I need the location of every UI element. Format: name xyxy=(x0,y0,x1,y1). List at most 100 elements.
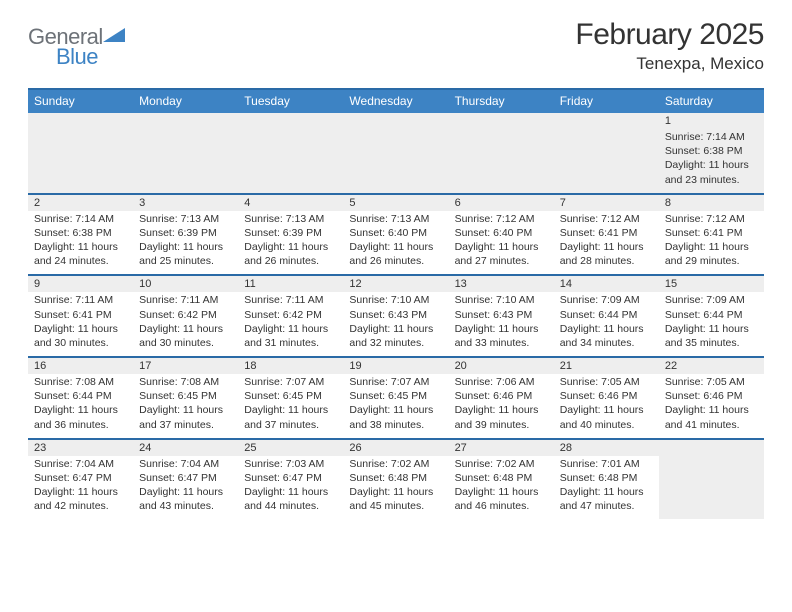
day-detail: Sunrise: 7:14 AMSunset: 6:38 PMDaylight:… xyxy=(28,211,133,275)
sunrise-text: Sunrise: 7:02 AM xyxy=(349,457,442,471)
day-detail: Sunrise: 7:02 AMSunset: 6:48 PMDaylight:… xyxy=(449,456,554,520)
day-detail xyxy=(28,129,133,193)
weekday-sunday: Sunday xyxy=(28,90,133,113)
daylight-text-1: Daylight: 11 hours xyxy=(244,240,337,254)
header-row: General Blue February 2025 Tenexpa, Mexi… xyxy=(28,18,764,76)
day-number: 8 xyxy=(659,195,764,211)
day-detail: Sunrise: 7:10 AMSunset: 6:43 PMDaylight:… xyxy=(449,292,554,356)
day-detail: Sunrise: 7:14 AMSunset: 6:38 PMDaylight:… xyxy=(659,129,764,193)
day-detail: Sunrise: 7:11 AMSunset: 6:42 PMDaylight:… xyxy=(238,292,343,356)
daylight-text-1: Daylight: 11 hours xyxy=(560,403,653,417)
daylight-text-2: and 41 minutes. xyxy=(665,418,758,432)
sunset-text: Sunset: 6:45 PM xyxy=(349,389,442,403)
title-block: February 2025 Tenexpa, Mexico xyxy=(575,18,764,74)
day-number: 10 xyxy=(133,276,238,292)
sunrise-text: Sunrise: 7:13 AM xyxy=(349,212,442,226)
sunset-text: Sunset: 6:41 PM xyxy=(560,226,653,240)
day-number: 5 xyxy=(343,195,448,211)
sunset-text: Sunset: 6:45 PM xyxy=(139,389,232,403)
daylight-text-2: and 23 minutes. xyxy=(665,173,758,187)
daylight-text-1: Daylight: 11 hours xyxy=(665,240,758,254)
daylight-text-2: and 24 minutes. xyxy=(34,254,127,268)
sunrise-text: Sunrise: 7:05 AM xyxy=(665,375,758,389)
logo-triangle-icon xyxy=(103,26,125,44)
sunrise-text: Sunrise: 7:08 AM xyxy=(139,375,232,389)
sunset-text: Sunset: 6:44 PM xyxy=(34,389,127,403)
day-detail: Sunrise: 7:10 AMSunset: 6:43 PMDaylight:… xyxy=(343,292,448,356)
daylight-text-1: Daylight: 11 hours xyxy=(139,322,232,336)
sunset-text: Sunset: 6:46 PM xyxy=(560,389,653,403)
daylight-text-1: Daylight: 11 hours xyxy=(139,240,232,254)
sunrise-text: Sunrise: 7:09 AM xyxy=(560,293,653,307)
sunset-text: Sunset: 6:48 PM xyxy=(349,471,442,485)
sunrise-text: Sunrise: 7:11 AM xyxy=(139,293,232,307)
sunrise-text: Sunrise: 7:01 AM xyxy=(560,457,653,471)
day-detail: Sunrise: 7:13 AMSunset: 6:40 PMDaylight:… xyxy=(343,211,448,275)
day-number: 15 xyxy=(659,276,764,292)
daylight-text-1: Daylight: 11 hours xyxy=(665,322,758,336)
day-detail: Sunrise: 7:09 AMSunset: 6:44 PMDaylight:… xyxy=(554,292,659,356)
sunrise-text: Sunrise: 7:13 AM xyxy=(139,212,232,226)
day-number: 27 xyxy=(449,440,554,456)
sunrise-text: Sunrise: 7:11 AM xyxy=(244,293,337,307)
sunrise-text: Sunrise: 7:12 AM xyxy=(455,212,548,226)
day-detail: Sunrise: 7:13 AMSunset: 6:39 PMDaylight:… xyxy=(238,211,343,275)
calendar-body: 1 Sunrise: 7:14 AMSunset: 6:38 PMDayligh… xyxy=(28,113,764,519)
day-number: 24 xyxy=(133,440,238,456)
daylight-text-2: and 37 minutes. xyxy=(244,418,337,432)
day-number: 2 xyxy=(28,195,133,211)
day-detail: Sunrise: 7:05 AMSunset: 6:46 PMDaylight:… xyxy=(659,374,764,438)
sunset-text: Sunset: 6:44 PM xyxy=(560,308,653,322)
sunset-text: Sunset: 6:38 PM xyxy=(665,144,758,158)
sunset-text: Sunset: 6:43 PM xyxy=(455,308,548,322)
weekday-saturday: Saturday xyxy=(659,90,764,113)
daylight-text-1: Daylight: 11 hours xyxy=(349,485,442,499)
day-number: 9 xyxy=(28,276,133,292)
daylight-text-2: and 32 minutes. xyxy=(349,336,442,350)
day-detail: Sunrise: 7:04 AMSunset: 6:47 PMDaylight:… xyxy=(28,456,133,520)
daylight-text-1: Daylight: 11 hours xyxy=(349,322,442,336)
daylight-text-2: and 36 minutes. xyxy=(34,418,127,432)
day-detail xyxy=(343,129,448,193)
day-detail: Sunrise: 7:07 AMSunset: 6:45 PMDaylight:… xyxy=(238,374,343,438)
daylight-text-2: and 27 minutes. xyxy=(455,254,548,268)
daylight-text-2: and 30 minutes. xyxy=(139,336,232,350)
day-number xyxy=(659,440,764,456)
sunset-text: Sunset: 6:38 PM xyxy=(34,226,127,240)
sunset-text: Sunset: 6:48 PM xyxy=(560,471,653,485)
day-number: 28 xyxy=(554,440,659,456)
daylight-text-2: and 44 minutes. xyxy=(244,499,337,513)
daylight-text-2: and 33 minutes. xyxy=(455,336,548,350)
daylight-text-2: and 38 minutes. xyxy=(349,418,442,432)
daylight-text-1: Daylight: 11 hours xyxy=(349,403,442,417)
sunset-text: Sunset: 6:42 PM xyxy=(244,308,337,322)
daylight-text-2: and 34 minutes. xyxy=(560,336,653,350)
sunrise-text: Sunrise: 7:03 AM xyxy=(244,457,337,471)
daylight-text-2: and 35 minutes. xyxy=(665,336,758,350)
daylight-text-2: and 31 minutes. xyxy=(244,336,337,350)
daylight-text-1: Daylight: 11 hours xyxy=(139,403,232,417)
daylight-text-2: and 45 minutes. xyxy=(349,499,442,513)
day-number: 3 xyxy=(133,195,238,211)
daylight-text-2: and 42 minutes. xyxy=(34,499,127,513)
sunrise-text: Sunrise: 7:10 AM xyxy=(349,293,442,307)
sunset-text: Sunset: 6:48 PM xyxy=(455,471,548,485)
sunrise-text: Sunrise: 7:14 AM xyxy=(34,212,127,226)
sunset-text: Sunset: 6:42 PM xyxy=(139,308,232,322)
daylight-text-1: Daylight: 11 hours xyxy=(34,403,127,417)
day-number xyxy=(238,113,343,129)
day-number: 1 xyxy=(659,113,764,129)
sunset-text: Sunset: 6:41 PM xyxy=(665,226,758,240)
sunset-text: Sunset: 6:44 PM xyxy=(665,308,758,322)
sunrise-text: Sunrise: 7:04 AM xyxy=(139,457,232,471)
daylight-text-1: Daylight: 11 hours xyxy=(665,403,758,417)
day-number: 26 xyxy=(343,440,448,456)
sunset-text: Sunset: 6:40 PM xyxy=(349,226,442,240)
weekday-thursday: Thursday xyxy=(449,90,554,113)
daylight-text-2: and 47 minutes. xyxy=(560,499,653,513)
day-detail: Sunrise: 7:02 AMSunset: 6:48 PMDaylight:… xyxy=(343,456,448,520)
daylight-text-1: Daylight: 11 hours xyxy=(34,240,127,254)
day-detail: Sunrise: 7:09 AMSunset: 6:44 PMDaylight:… xyxy=(659,292,764,356)
day-number: 20 xyxy=(449,358,554,374)
logo-word-2: Blue xyxy=(56,44,98,69)
